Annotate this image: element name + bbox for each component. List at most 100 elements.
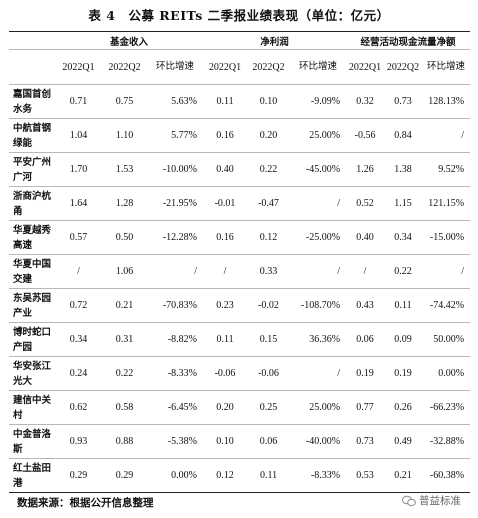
value-cell: 5.63% bbox=[147, 84, 204, 119]
value-cell: 0.73 bbox=[346, 424, 385, 459]
value-cell: -70.83% bbox=[147, 288, 204, 323]
value-cell: 0.25 bbox=[247, 390, 291, 425]
value-cell: 0.40 bbox=[346, 220, 385, 255]
value-cell: -15.00% bbox=[422, 220, 471, 255]
table-row: 嘉国首创水务 0.71 0.75 5.63% 0.11 0.10 -9.09% 0.32 0.7… bbox=[9, 84, 471, 119]
value-cell: 0.22 bbox=[102, 356, 147, 391]
value-cell: 0.22 bbox=[384, 254, 423, 289]
value-cell: 1.28 bbox=[102, 186, 147, 221]
value-cell: 0.33 bbox=[247, 254, 291, 289]
value-cell: 0.88 bbox=[102, 424, 147, 459]
sub-header: 2022Q2 bbox=[384, 49, 423, 85]
value-cell: 0.16 bbox=[203, 118, 248, 153]
value-cell: -5.38% bbox=[147, 424, 204, 459]
value-cell: 0.73 bbox=[384, 84, 423, 119]
value-cell: 0.77 bbox=[346, 390, 385, 425]
value-cell: -66.23% bbox=[422, 390, 471, 425]
value-cell: 0.12 bbox=[247, 220, 291, 255]
value-cell: -6.45% bbox=[147, 390, 204, 425]
value-cell: / bbox=[290, 356, 347, 391]
value-cell: 0.19 bbox=[384, 356, 423, 391]
value-cell: -74.42% bbox=[422, 288, 471, 323]
value-cell: 0.31 bbox=[102, 322, 147, 357]
sub-header: 2022Q1 bbox=[346, 49, 385, 85]
value-cell: / bbox=[55, 254, 102, 289]
value-cell: 0.11 bbox=[247, 458, 291, 493]
value-cell: 5.77% bbox=[147, 118, 204, 153]
value-cell: -9.09% bbox=[290, 84, 347, 119]
fund-name-cell: 红土盐田港 bbox=[9, 458, 55, 493]
fund-name-cell: 华安张江光大 bbox=[9, 356, 55, 391]
value-cell: -60.38% bbox=[422, 458, 471, 493]
value-cell: -45.00% bbox=[290, 152, 347, 187]
value-cell: 0.15 bbox=[247, 322, 291, 357]
group-header: 基金收入 bbox=[55, 31, 204, 50]
value-cell: -40.00% bbox=[290, 424, 347, 459]
table-row: 红土盐田港 0.29 0.29 0.00% 0.12 0.11 -8.33% 0.53 0.21… bbox=[9, 458, 471, 493]
value-cell: -8.33% bbox=[290, 458, 347, 493]
value-cell: -108.70% bbox=[290, 288, 347, 323]
table-title: 表 4 公募 REITs 二季报业绩表现（单位：亿元） bbox=[88, 8, 390, 23]
value-cell: 1.38 bbox=[384, 152, 423, 187]
value-cell: / bbox=[346, 254, 385, 289]
fund-name-cell: 浙商沪杭甬 bbox=[9, 186, 55, 221]
value-cell: 0.00% bbox=[147, 458, 204, 493]
value-cell: 0.06 bbox=[346, 322, 385, 357]
value-cell: -32.88% bbox=[422, 424, 471, 459]
reits-performance-table: 基金收入 净利润 经营活动现金流量净额 2022Q1 2022Q2 环比增速 2… bbox=[9, 31, 471, 493]
value-cell: 0.00% bbox=[422, 356, 471, 391]
fund-name-cell: 中航首钢绿能 bbox=[9, 118, 55, 153]
value-cell: 128.13% bbox=[422, 84, 471, 119]
value-cell: 0.11 bbox=[203, 322, 248, 357]
value-cell: 1.06 bbox=[102, 254, 147, 289]
value-cell: 0.22 bbox=[247, 152, 291, 187]
value-cell: -0.47 bbox=[247, 186, 291, 221]
watermark-text: 普益标准 bbox=[419, 495, 461, 507]
value-cell: 0.11 bbox=[203, 84, 248, 119]
table-row: 华夏中国交建/1.06//0.33//0.22/ bbox=[9, 254, 471, 289]
value-cell: 9.52% bbox=[422, 152, 471, 187]
value-cell: -0.02 bbox=[247, 288, 291, 323]
value-cell: 25.00% bbox=[290, 118, 347, 153]
value-cell: -8.82% bbox=[147, 322, 204, 357]
group-header-row: 基金收入 净利润 经营活动现金流量净额 bbox=[9, 31, 471, 50]
value-cell: 0.21 bbox=[102, 288, 147, 323]
value-cell: 0.23 bbox=[203, 288, 248, 323]
fund-name-cell: 博时蛇口产园 bbox=[9, 322, 55, 357]
value-cell: 1.53 bbox=[102, 152, 147, 187]
value-cell: 1.04 bbox=[55, 118, 102, 153]
value-cell: 0.12 bbox=[203, 458, 248, 493]
value-cell: 0.26 bbox=[384, 390, 423, 425]
value-cell: 1.70 bbox=[55, 152, 102, 187]
value-cell: 0.21 bbox=[384, 458, 423, 493]
table-row: 东吴苏园产业 0.72 0.21 -70.83% 0.23 -0.02 -108.70% 0.… bbox=[9, 288, 471, 323]
fund-name-cell: 嘉国首创水务 bbox=[9, 84, 55, 119]
value-cell: 0.53 bbox=[346, 458, 385, 493]
value-cell: / bbox=[290, 254, 347, 289]
value-cell: 0.06 bbox=[247, 424, 291, 459]
value-cell: / bbox=[147, 254, 204, 289]
value-cell: -10.00% bbox=[147, 152, 204, 187]
value-cell: 36.36% bbox=[290, 322, 347, 357]
sub-header-row: 2022Q1 2022Q2 环比增速 2022Q1 2022Q2 环比增速 20… bbox=[9, 49, 471, 85]
value-cell: -0.56 bbox=[346, 118, 385, 153]
sub-header: 2022Q2 bbox=[102, 49, 147, 85]
data-source-note: 数据来源：根据公开信息整理 bbox=[17, 497, 154, 509]
fund-name-cell: 平安广州广河 bbox=[9, 152, 55, 187]
table-row: 博时蛇口产园 0.34 0.31 -8.82% 0.11 0.15 36.36% 0.06 0.… bbox=[9, 322, 471, 357]
table-row: 平安广州广河 1.70 1.53 -10.00% 0.40 0.22 -45.00% 1.26… bbox=[9, 152, 471, 187]
value-cell: 0.62 bbox=[55, 390, 102, 425]
value-cell: 25.00% bbox=[290, 390, 347, 425]
sub-header: 环比增速 bbox=[147, 49, 204, 85]
sub-header: 环比增速 bbox=[290, 49, 347, 85]
fund-name-cell: 中金普洛斯 bbox=[9, 424, 55, 459]
value-cell: 0.20 bbox=[203, 390, 248, 425]
corner-cell bbox=[9, 31, 55, 50]
value-cell: / bbox=[203, 254, 248, 289]
value-cell: 0.93 bbox=[55, 424, 102, 459]
value-cell: 1.64 bbox=[55, 186, 102, 221]
value-cell: 0.52 bbox=[346, 186, 385, 221]
value-cell: -0.06 bbox=[247, 356, 291, 391]
fund-name-cell: 华夏越秀高速 bbox=[9, 220, 55, 255]
value-cell: 0.29 bbox=[102, 458, 147, 493]
